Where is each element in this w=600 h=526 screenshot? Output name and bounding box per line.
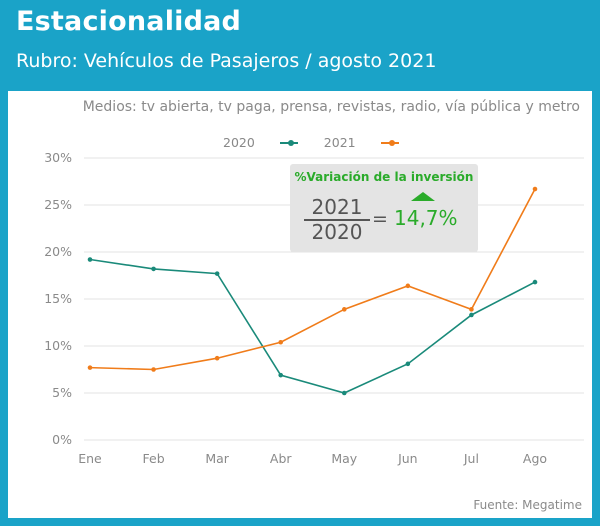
source-note: Fuente: Megatime (473, 498, 582, 512)
y-tick-label: 5% (52, 385, 72, 400)
y-tick-label: 25% (44, 197, 72, 212)
x-tick-label: Abr (270, 451, 292, 466)
data-point-2020 (532, 279, 538, 285)
y-tick-label: 0% (52, 432, 72, 447)
data-point-2021 (469, 307, 474, 312)
y-tick-label: 15% (44, 291, 72, 306)
x-tick-label: Ene (78, 451, 102, 466)
variation-value: 14,7% (394, 206, 458, 230)
chart-panel: Medios: tv abierta, tv paga, prensa, rev… (8, 91, 592, 518)
legend-label-2021: 2021 (323, 135, 356, 150)
variation-fraction: 2021 2020 (304, 196, 370, 244)
y-tick-label: 20% (44, 244, 72, 259)
data-point-2021 (405, 283, 411, 289)
data-point-2020 (151, 266, 156, 272)
series-line-2020 (89, 258, 536, 394)
page-subtitle: Rubro: Vehículos de Pasajeros / agosto 2… (16, 50, 437, 72)
legend-item-2021: 2021 (324, 135, 399, 150)
legend-marker-2020 (279, 139, 298, 146)
data-point-2021 (278, 339, 284, 345)
data-point-2020 (341, 390, 347, 396)
data-point-2020 (214, 271, 220, 276)
data-point-2021 (214, 355, 220, 361)
legend-marker-2021 (380, 139, 399, 146)
media-note: Medios: tv abierta, tv paga, prensa, rev… (82, 99, 580, 115)
data-point-2021 (87, 365, 93, 370)
variation-title: %Variación de la inversión (294, 170, 474, 184)
series-line-2021 (89, 188, 536, 371)
legend: 2020 2021 (223, 135, 421, 150)
fraction-numerator: 2021 (304, 196, 370, 221)
x-tick-label: Ago (523, 451, 547, 466)
legend-label-2020: 2020 (223, 135, 255, 150)
up-arrow-icon (411, 192, 435, 201)
equals-sign: = (372, 208, 388, 230)
x-tick-label: May (331, 451, 357, 466)
legend-item-2020: 2020 (223, 135, 298, 150)
x-tick-label: Jun (397, 451, 418, 466)
x-tick-label: Feb (143, 451, 165, 466)
x-tick-label: Jul (463, 451, 479, 466)
data-point-2021 (532, 186, 538, 192)
x-tick-label: Mar (205, 451, 229, 466)
data-point-2020 (469, 312, 474, 318)
page-title: Estacionalidad (16, 6, 242, 37)
y-tick-label: 10% (44, 338, 72, 353)
data-point-2020 (405, 361, 411, 367)
data-point-2021 (341, 307, 347, 312)
line-chart: 0% 5% 10% 15% 20% 25% 30% Ene Feb Mar Abr May Jun Jul… (44, 150, 584, 466)
variation-box: %Variación de la inversión 2021 2020 = 1… (290, 164, 478, 252)
data-point-2021 (151, 367, 156, 372)
fraction-denominator: 2020 (311, 220, 363, 244)
data-point-2020 (278, 372, 284, 378)
y-tick-label: 30% (44, 150, 72, 165)
data-point-2020 (87, 257, 93, 262)
